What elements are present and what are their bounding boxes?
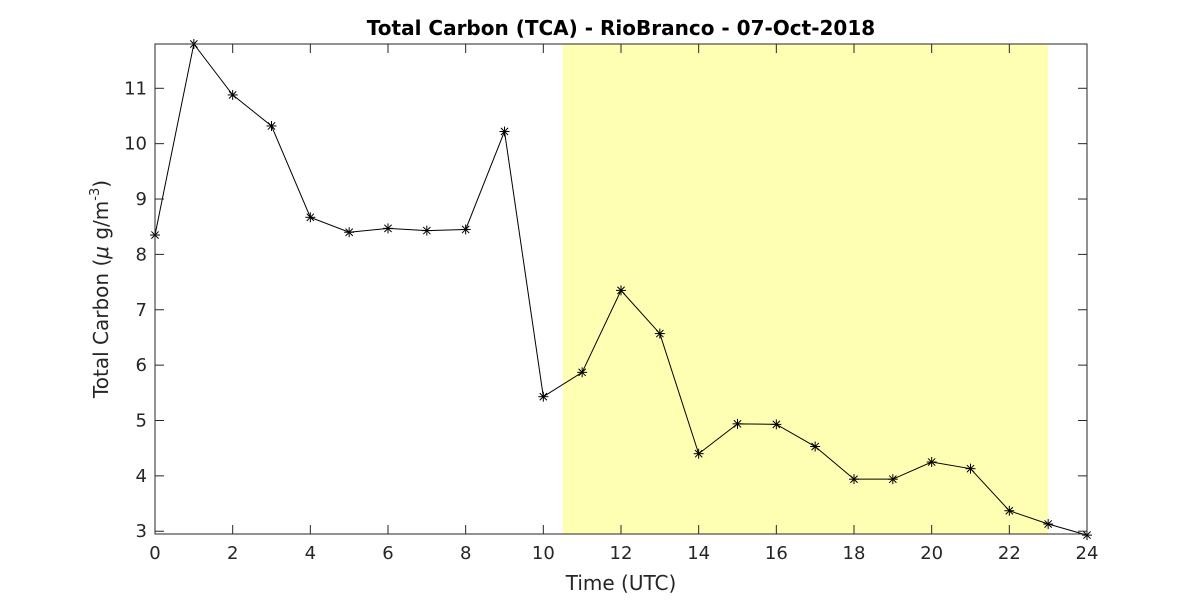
series-layer <box>150 39 1092 541</box>
x-tick-label: 18 <box>843 543 866 564</box>
y-tick-label: 6 <box>136 355 147 376</box>
data-point <box>654 328 665 339</box>
data-point <box>577 367 588 378</box>
highlight-layer <box>562 44 1049 534</box>
data-point <box>887 474 898 485</box>
data-point <box>1043 519 1054 530</box>
y-tick-label: 9 <box>136 189 147 210</box>
data-point <box>926 457 937 468</box>
x-tick-label: 0 <box>149 543 160 564</box>
data-point <box>965 463 976 474</box>
y-tick-label: 11 <box>124 78 147 99</box>
x-tick-label: 14 <box>687 543 710 564</box>
data-point <box>849 474 859 485</box>
y-axis-label: Total Carbon (μ g/m-3) <box>88 180 113 399</box>
x-tick-label: 10 <box>532 543 555 564</box>
x-tick-label: 2 <box>227 543 238 564</box>
x-tick-label: 12 <box>610 543 633 564</box>
x-tick-label: 20 <box>920 543 943 564</box>
x-tick-label: 8 <box>460 543 471 564</box>
x-tick-label: 4 <box>305 543 316 564</box>
data-point <box>771 419 782 430</box>
data-point <box>383 223 393 234</box>
data-point <box>732 418 743 429</box>
data-point <box>616 285 626 296</box>
highlight-band <box>562 44 1049 534</box>
data-point <box>305 212 316 223</box>
data-point <box>1004 505 1015 516</box>
y-tick-label: 8 <box>136 244 147 265</box>
data-point <box>227 89 238 100</box>
data-point <box>499 126 510 137</box>
x-tick-label: 22 <box>998 543 1021 564</box>
x-axis-label: Time (UTC) <box>565 571 677 595</box>
y-tick-label: 10 <box>124 134 147 155</box>
y-tick-label: 5 <box>136 410 147 431</box>
data-point <box>344 227 355 238</box>
data-point <box>810 441 821 452</box>
x-tick-label: 6 <box>382 543 393 564</box>
y-tick-label: 4 <box>136 466 147 487</box>
y-tick-label: 3 <box>136 521 147 542</box>
data-point <box>693 448 704 459</box>
data-point <box>421 225 432 236</box>
data-point <box>266 120 277 131</box>
x-tick-label: 24 <box>1076 543 1099 564</box>
x-tick-label: 16 <box>765 543 788 564</box>
y-tick-label: 7 <box>136 300 147 321</box>
chart-title: Total Carbon (TCA) - RioBranco - 07-Oct-… <box>367 16 875 40</box>
data-point <box>460 224 471 235</box>
data-point <box>538 391 549 402</box>
